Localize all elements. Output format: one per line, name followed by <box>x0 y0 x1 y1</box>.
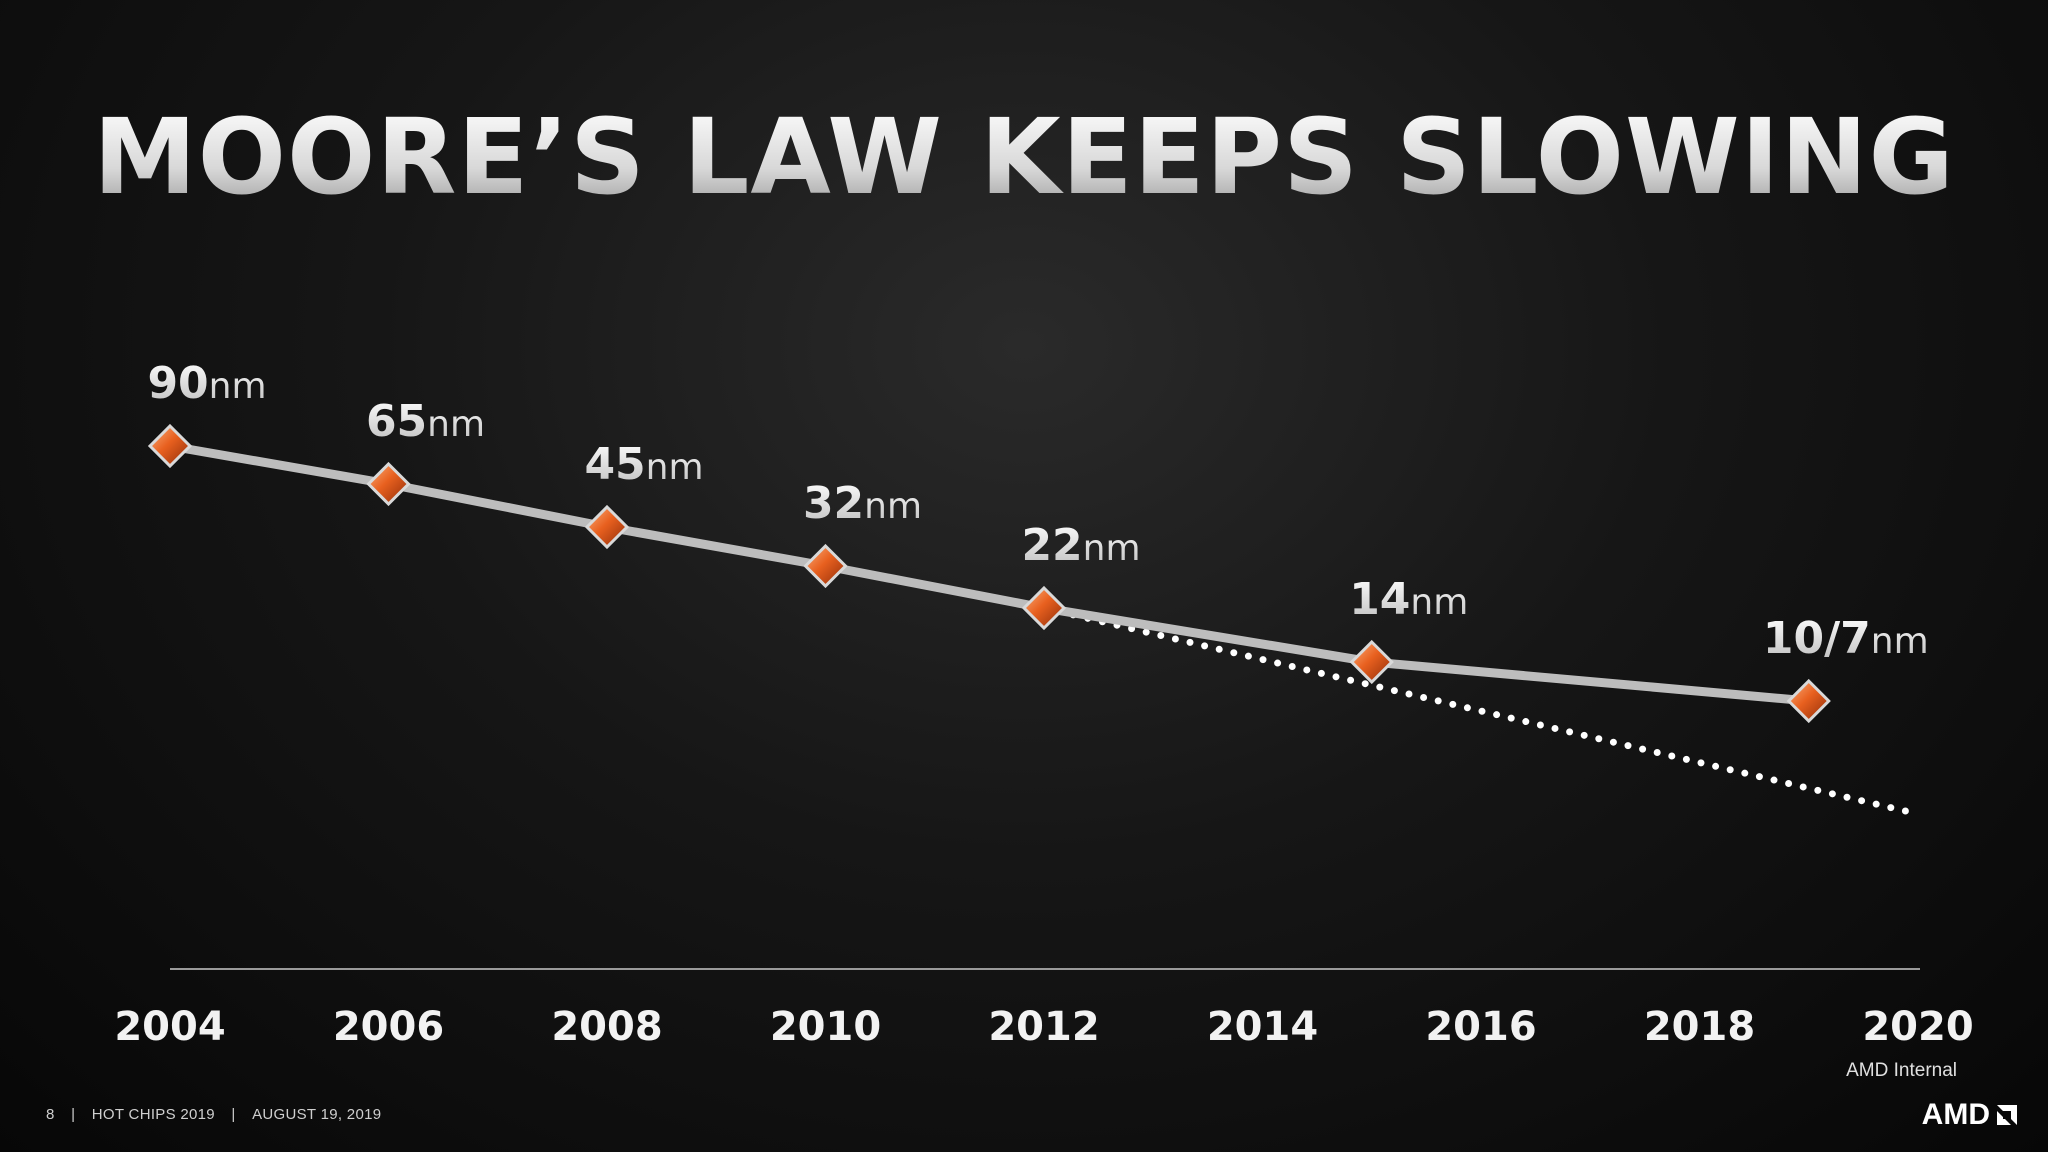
x-tick-label: 2014 <box>1207 1004 1318 1050</box>
data-point-marker <box>366 461 411 507</box>
footer-date: AUGUST 19, 2019 <box>252 1106 382 1123</box>
data-point-marker <box>803 543 848 589</box>
x-tick-label: 2018 <box>1644 1004 1755 1050</box>
data-point-label: 22nm <box>1021 520 1140 571</box>
x-tick-label: 2004 <box>114 1004 225 1050</box>
footer: 8 | HOT CHIPS 2019 | AUGUST 19, 2019 <box>46 1106 381 1123</box>
data-point-label: 14nm <box>1349 574 1468 625</box>
footer-separator: | <box>71 1106 76 1123</box>
data-point-label: 90nm <box>147 358 266 409</box>
x-tick-label: 2006 <box>333 1004 444 1050</box>
slide-title: MOORE’S LAW KEEPS SLOWING <box>0 100 2048 215</box>
amd-logo-text: AMD <box>1921 1098 1990 1131</box>
data-point-marker <box>1786 678 1831 724</box>
data-point-marker <box>1349 639 1394 685</box>
data-point-label: 10/7nm <box>1763 613 1929 664</box>
data-point-label: 32nm <box>803 478 922 529</box>
amd-logo: AMD <box>1922 1098 2020 1132</box>
footer-separator: | <box>231 1106 236 1123</box>
data-point-marker <box>1021 585 1067 631</box>
page-number: 8 <box>46 1106 55 1123</box>
footer-event: HOT CHIPS 2019 <box>91 1106 215 1123</box>
data-point-label: 65nm <box>366 396 485 447</box>
data-point-marker <box>584 504 630 550</box>
amd-arrow-icon <box>1997 1105 2017 1125</box>
x-tick-label: 2008 <box>551 1004 662 1050</box>
classification-label: AMD Internal <box>1846 1060 1957 1081</box>
projection-dotted-line <box>1040 604 1922 818</box>
x-tick-label: 2010 <box>770 1004 881 1050</box>
x-tick-label: 2016 <box>1425 1004 1536 1050</box>
process-node-line <box>165 441 1814 706</box>
x-tick-label: 2020 <box>1862 1004 1973 1050</box>
data-point-label: 45nm <box>584 439 703 490</box>
data-point-marker <box>147 423 193 469</box>
x-tick-label: 2012 <box>988 1004 1099 1050</box>
